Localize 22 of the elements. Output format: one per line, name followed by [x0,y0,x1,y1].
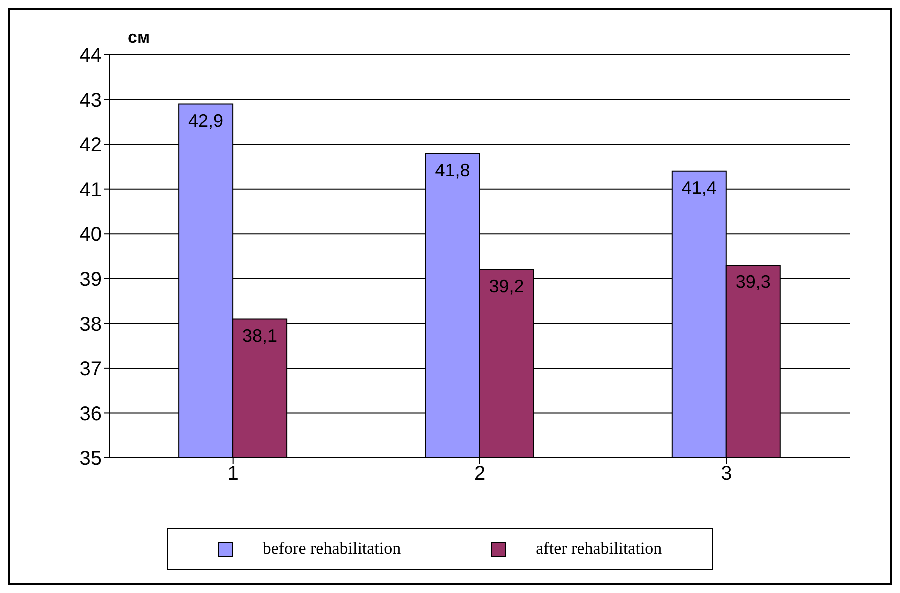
data-label: 41,8 [435,160,470,180]
data-label: 39,2 [489,276,524,297]
data-label: 39,3 [736,272,771,292]
y-tick-label: 43 [80,90,102,112]
data-label: 41,4 [682,178,717,198]
y-tick-label: 35 [80,448,102,470]
x-tick-label: 3 [721,463,732,486]
y-tick-label: 38 [80,314,102,336]
y-tick-label: 36 [80,403,102,426]
y-axis-title: см [128,28,150,48]
y-tick-label: 41 [80,179,102,202]
y-tick-label: 44 [80,45,102,68]
y-tick-label: 37 [80,358,102,381]
data-label: 38,1 [242,326,278,346]
y-tick-label: 39 [80,268,102,291]
x-tick-label: 1 [228,463,239,486]
legend-label: after rehabilitation [535,539,662,559]
y-tick-label: 40 [80,224,102,246]
y-tick-label: 42 [80,134,102,157]
x-tick-label: 2 [474,463,486,486]
legend-label: before rehabilitation [262,539,402,559]
data-label: 42,9 [188,111,224,132]
